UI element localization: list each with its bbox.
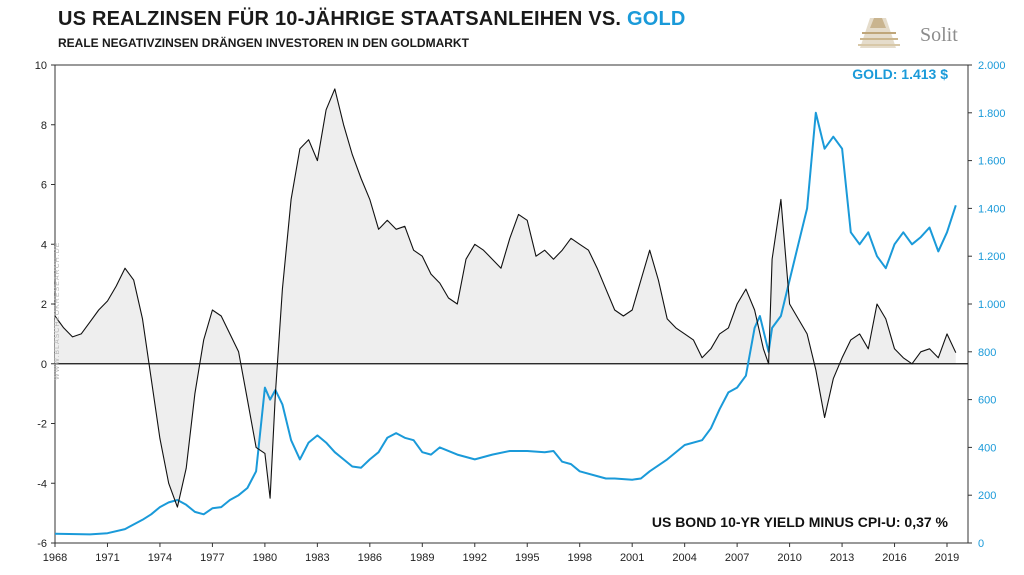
y-left-tick-label: -4 xyxy=(37,478,47,490)
y-left-tick-label: 2 xyxy=(41,299,47,311)
y-right-tick-label: 1.400 xyxy=(978,203,1006,215)
y-right-tick-label: 1.600 xyxy=(978,156,1006,168)
x-tick-label: 1989 xyxy=(410,552,434,564)
gold-series-line xyxy=(54,111,957,536)
x-tick-label: 1971 xyxy=(95,552,119,564)
y-right-tick-label: 1.800 xyxy=(978,108,1006,120)
y-right-tick-label: 600 xyxy=(978,395,996,407)
x-tick-label: 1977 xyxy=(200,552,224,564)
gold-annotation: GOLD: 1.413 $ xyxy=(852,66,948,82)
solit-logo-icon xyxy=(858,18,900,48)
x-tick-label: 2016 xyxy=(882,552,906,564)
solit-logo-text: Solit xyxy=(920,24,958,46)
y-right-tick-label: 800 xyxy=(978,347,996,359)
y-right-tick-label: 1.200 xyxy=(978,251,1006,263)
y-left-tick-label: -2 xyxy=(37,419,47,431)
y-left-tick-label: 8 xyxy=(41,120,47,132)
x-tick-label: 2007 xyxy=(725,552,749,564)
y-right-tick-label: 200 xyxy=(978,490,996,502)
x-tick-label: 1995 xyxy=(515,552,539,564)
y-left-tick-label: 4 xyxy=(41,239,47,251)
x-tick-label: 2013 xyxy=(830,552,854,564)
y-right-tick-label: 0 xyxy=(978,538,984,550)
bond-annotation: US BOND 10-YR YIELD MINUS CPI-U: 0,37 % xyxy=(651,514,948,530)
chart-title-gold: GOLD xyxy=(626,8,686,30)
chart-title: US REALZINSEN FÜR 10-JÄHRIGE STAATSANLEI… xyxy=(58,8,686,31)
y-left-tick-label: 0 xyxy=(41,359,47,371)
x-tick-label: 2001 xyxy=(620,552,644,564)
x-tick-label: 2004 xyxy=(672,552,696,564)
chart-subtitle: REALE NEGATIVZINSEN DRÄNGEN INVESTOREN I… xyxy=(58,36,469,50)
chart-title-main: US REALZINSEN FÜR 10-JÄHRIGE STAATSANLEI… xyxy=(58,8,622,30)
y-right-tick-label: 2.000 xyxy=(978,60,1006,72)
x-tick-label: 1992 xyxy=(463,552,487,564)
x-tick-label: 1998 xyxy=(567,552,591,564)
x-tick-label: 1986 xyxy=(358,552,382,564)
real-yield-area xyxy=(55,88,956,508)
watermark: WWW.BLASCHZOKRESEARCH.DE xyxy=(54,241,61,380)
x-tick-label: 1983 xyxy=(305,552,329,564)
x-tick-label: 1968 xyxy=(43,552,67,564)
y-right-tick-label: 1.000 xyxy=(978,299,1006,311)
x-tick-label: 1980 xyxy=(253,552,277,564)
y-left-tick-label: 10 xyxy=(35,60,47,72)
x-tick-label: 2019 xyxy=(935,552,959,564)
real-yield-series-line xyxy=(54,88,957,508)
x-tick-label: 2010 xyxy=(777,552,801,564)
x-tick-label: 1974 xyxy=(148,552,172,564)
y-left-tick-label: 6 xyxy=(41,180,47,192)
y-left-tick-label: -6 xyxy=(37,538,47,550)
y-right-tick-label: 400 xyxy=(978,442,996,454)
